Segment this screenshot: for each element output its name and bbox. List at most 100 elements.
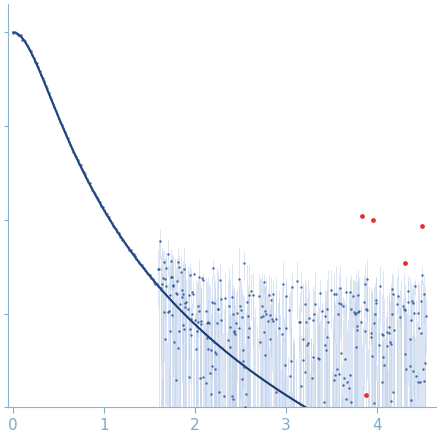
Point	[327, 286, 334, 293]
Point	[388, 310, 395, 317]
Point	[18, 36, 26, 43]
Point	[180, 291, 187, 298]
Point	[16, 32, 23, 39]
Point	[311, 310, 318, 317]
Point	[11, 28, 18, 35]
Point	[154, 281, 161, 288]
Point	[412, 372, 419, 379]
Point	[27, 48, 34, 55]
Point	[346, 385, 353, 392]
Point	[209, 298, 216, 305]
Point	[47, 93, 54, 100]
Point	[363, 307, 370, 314]
Point	[120, 236, 127, 243]
Point	[199, 374, 206, 381]
Point	[172, 376, 179, 383]
Point	[420, 290, 427, 297]
Point	[355, 308, 362, 315]
Point	[155, 266, 162, 273]
Point	[262, 310, 269, 317]
Point	[186, 374, 193, 381]
Point	[241, 364, 248, 371]
Point	[20, 37, 27, 44]
Point	[134, 258, 141, 265]
Point	[182, 299, 189, 306]
Point	[51, 104, 58, 111]
Point	[262, 308, 269, 315]
Point	[133, 256, 140, 263]
Point	[249, 291, 257, 298]
Point	[407, 396, 414, 403]
Point	[110, 222, 117, 229]
Point	[189, 289, 196, 296]
Point	[332, 371, 339, 378]
Point	[115, 230, 122, 237]
Point	[304, 340, 312, 347]
Point	[29, 52, 36, 59]
Point	[147, 274, 154, 281]
Point	[54, 111, 61, 118]
Point	[60, 124, 67, 131]
Point	[191, 316, 198, 323]
Point	[297, 383, 304, 390]
Point	[293, 277, 300, 284]
Point	[166, 328, 173, 335]
Point	[175, 263, 182, 270]
Point	[342, 288, 349, 295]
Point	[343, 395, 350, 402]
Point	[214, 305, 221, 312]
Point	[295, 319, 302, 326]
Point	[208, 390, 215, 397]
Point	[180, 265, 187, 272]
Point	[101, 207, 108, 214]
Point	[90, 188, 97, 195]
Point	[188, 331, 195, 338]
Point	[282, 325, 290, 332]
Point	[416, 325, 423, 332]
Point	[187, 326, 194, 333]
Point	[309, 316, 316, 323]
Point	[127, 246, 134, 253]
Point	[321, 312, 328, 319]
Point	[123, 241, 130, 248]
Point	[194, 303, 202, 310]
Point	[103, 211, 110, 218]
Point	[337, 350, 344, 357]
Point	[372, 311, 379, 318]
Point	[198, 321, 205, 328]
Point	[230, 396, 237, 403]
Point	[213, 351, 220, 358]
Point	[384, 328, 391, 335]
Point	[218, 317, 225, 324]
Point	[312, 300, 319, 307]
Point	[188, 310, 195, 317]
Point	[108, 219, 115, 226]
Point	[421, 359, 428, 366]
Point	[373, 297, 380, 304]
Point	[356, 308, 363, 315]
Point	[280, 416, 287, 423]
Point	[181, 304, 188, 311]
Point	[204, 335, 211, 342]
Point	[84, 178, 92, 185]
Point	[165, 308, 172, 315]
Point	[416, 379, 423, 386]
Point	[69, 145, 76, 152]
Point	[162, 264, 169, 271]
Point	[340, 303, 347, 310]
Point	[48, 96, 55, 103]
Point	[378, 330, 385, 337]
Point	[334, 365, 341, 372]
Point	[89, 186, 96, 193]
Point	[44, 85, 51, 92]
Point	[337, 284, 344, 291]
Point	[370, 319, 377, 326]
Point	[225, 302, 232, 309]
Point	[393, 301, 400, 308]
Point	[111, 223, 118, 230]
Point	[152, 280, 159, 287]
Point	[363, 391, 370, 398]
Point	[121, 239, 128, 246]
Point	[217, 277, 224, 284]
Point	[260, 313, 267, 320]
